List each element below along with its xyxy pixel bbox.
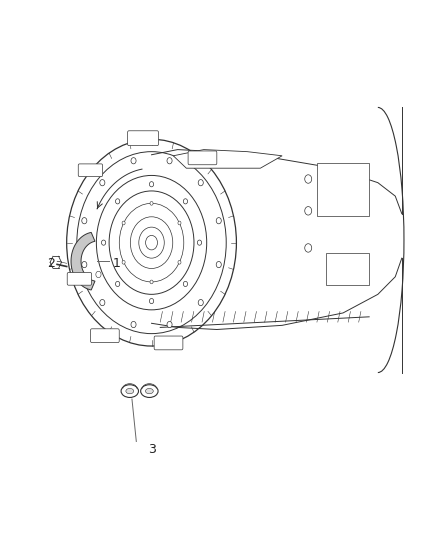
- Circle shape: [116, 199, 120, 204]
- Circle shape: [184, 199, 187, 204]
- Circle shape: [305, 175, 312, 183]
- Text: 1: 1: [113, 257, 120, 270]
- Circle shape: [150, 280, 153, 284]
- Ellipse shape: [141, 385, 158, 398]
- FancyBboxPatch shape: [78, 164, 102, 176]
- Circle shape: [116, 281, 120, 287]
- FancyBboxPatch shape: [91, 329, 119, 343]
- Circle shape: [178, 221, 181, 225]
- Circle shape: [100, 300, 105, 306]
- Circle shape: [150, 201, 153, 205]
- Circle shape: [198, 240, 201, 245]
- Circle shape: [131, 321, 136, 328]
- Circle shape: [305, 244, 312, 252]
- Polygon shape: [71, 232, 95, 290]
- Circle shape: [131, 158, 136, 164]
- FancyBboxPatch shape: [188, 151, 217, 165]
- Circle shape: [122, 261, 125, 264]
- Text: 2: 2: [47, 257, 55, 270]
- Polygon shape: [173, 150, 282, 168]
- FancyBboxPatch shape: [317, 163, 369, 216]
- Circle shape: [149, 182, 154, 187]
- Circle shape: [82, 262, 87, 268]
- FancyBboxPatch shape: [154, 336, 183, 350]
- Circle shape: [149, 298, 154, 304]
- Circle shape: [167, 321, 172, 328]
- Circle shape: [82, 217, 87, 224]
- Ellipse shape: [121, 385, 138, 398]
- Circle shape: [100, 180, 105, 186]
- Circle shape: [102, 240, 106, 245]
- FancyBboxPatch shape: [67, 272, 92, 285]
- Circle shape: [178, 261, 181, 264]
- Circle shape: [198, 180, 203, 186]
- FancyBboxPatch shape: [325, 253, 369, 285]
- Circle shape: [305, 207, 312, 215]
- Circle shape: [122, 221, 125, 225]
- Circle shape: [216, 217, 221, 224]
- Circle shape: [198, 300, 203, 306]
- Circle shape: [96, 271, 101, 278]
- Circle shape: [184, 281, 187, 287]
- Circle shape: [167, 158, 172, 164]
- FancyBboxPatch shape: [127, 131, 159, 146]
- Ellipse shape: [126, 389, 134, 394]
- Ellipse shape: [145, 389, 153, 394]
- Circle shape: [216, 262, 221, 268]
- Text: 3: 3: [148, 443, 155, 456]
